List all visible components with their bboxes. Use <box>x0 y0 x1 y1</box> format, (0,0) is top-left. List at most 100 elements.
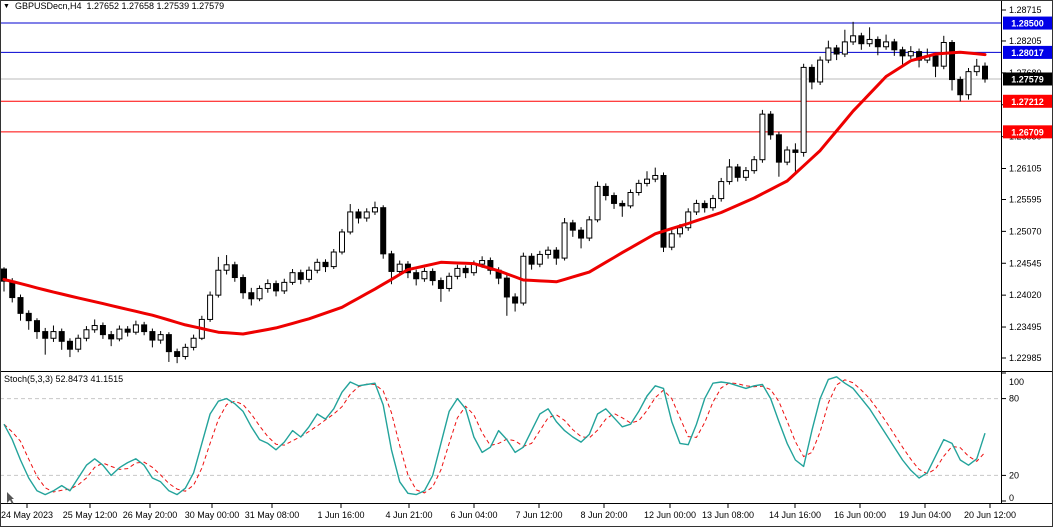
stoch-signal-line <box>3 379 986 494</box>
candle-bullish <box>256 287 263 300</box>
candle-bullish <box>314 261 321 271</box>
candle-bullish <box>644 178 651 184</box>
candle-bearish <box>33 320 40 333</box>
candle-bearish <box>429 270 436 282</box>
candle-bearish <box>149 331 156 341</box>
ohlc-quote-label: 1.27652 1.27658 1.27539 1.27579 <box>86 1 225 11</box>
candle-bullish <box>371 207 378 213</box>
candle-bullish <box>75 337 82 350</box>
candle-bullish <box>709 198 716 209</box>
candle-bearish <box>1 268 7 282</box>
price-axis-tick-label: 1.28715 <box>1009 5 1042 15</box>
time-axis-label: 20 Jun 12:00 <box>964 510 1016 520</box>
time-axis-label: 30 May 00:00 <box>185 510 240 520</box>
stoch-axis-label: 0 <box>1009 493 1014 503</box>
candle-bearish <box>322 261 329 268</box>
candle-bullish <box>825 47 832 61</box>
candle-bearish <box>528 255 535 265</box>
time-axis-label: 13 Jun 08:00 <box>702 510 754 520</box>
candle-bullish <box>454 267 461 277</box>
candle-bullish <box>289 272 296 283</box>
candle-bearish <box>553 249 560 259</box>
candle-bullish <box>421 270 428 280</box>
candle-bearish <box>273 283 280 292</box>
candle-bearish <box>487 260 494 271</box>
price-badge-label: 1.26709 <box>1011 127 1044 137</box>
candle-bearish <box>124 328 131 333</box>
candle-bearish <box>42 331 49 339</box>
candle-bullish <box>841 41 848 55</box>
candle-bullish <box>652 174 659 180</box>
price-axis-tick-label: 1.23495 <box>1009 322 1042 332</box>
candle-bearish <box>17 297 24 314</box>
candle-bullish <box>973 65 980 73</box>
candle-bullish <box>718 181 725 200</box>
candle-bullish <box>396 263 403 272</box>
dropdown-arrow-icon[interactable]: ▼ <box>3 2 10 10</box>
time-axis-label: 24 May 2023 <box>1 510 53 520</box>
candle-bullish <box>157 334 164 341</box>
candle-bullish <box>883 41 890 48</box>
candle-bullish <box>338 231 345 253</box>
candle-bearish <box>66 340 73 350</box>
symbol-timeframe-label: GBPUSDecn,H4 <box>14 1 82 11</box>
time-axis-label: 19 Jun 04:00 <box>899 510 951 520</box>
candle-bearish <box>808 66 815 83</box>
candle-bearish <box>141 324 148 333</box>
candle-bullish <box>742 170 749 178</box>
candle-bullish <box>223 264 230 271</box>
candle-bearish <box>578 229 585 239</box>
candle-bearish <box>108 334 115 340</box>
stoch-axis-label: 20 <box>1009 470 1019 480</box>
candle-bearish <box>701 202 708 209</box>
price-badge <box>1003 72 1052 86</box>
time-axis-label: 14 Jun 16:00 <box>769 510 821 520</box>
candle-bearish <box>297 272 304 280</box>
candle-bearish <box>899 49 906 57</box>
candle-bullish <box>586 219 593 239</box>
candle-bullish <box>116 328 123 340</box>
candle-bullish <box>545 249 552 255</box>
candle-bullish <box>676 227 683 235</box>
candle-bearish <box>858 35 865 45</box>
time-axis-label: 12 Jun 00:00 <box>644 510 696 520</box>
candle-bearish <box>355 211 362 219</box>
time-axis-label: 1 Jun 16:00 <box>317 510 364 520</box>
candle-bearish <box>734 166 741 178</box>
price-badge-label: 1.28017 <box>1011 48 1044 58</box>
candle-bullish <box>182 346 189 357</box>
candle-bullish <box>347 211 354 233</box>
stoch-axis-label: 100 <box>1009 377 1024 387</box>
candle-bullish <box>281 281 288 292</box>
candle-bullish <box>627 192 634 207</box>
candle-bullish <box>817 59 824 83</box>
price-badge-label: 1.27212 <box>1011 97 1044 107</box>
candle-bullish <box>363 211 370 219</box>
candle-bearish <box>413 272 420 280</box>
candle-bearish <box>9 280 16 299</box>
candle-bullish <box>446 275 453 289</box>
candle-bearish <box>932 55 939 67</box>
candle-bullish <box>561 222 568 259</box>
candle-bearish <box>949 41 956 81</box>
candle-bullish <box>215 269 222 296</box>
candle-bullish <box>635 182 642 194</box>
candle-bearish <box>25 312 32 322</box>
candle-bearish <box>174 351 181 357</box>
time-axis-label: 25 May 12:00 <box>63 510 118 520</box>
price-badge <box>1003 94 1052 108</box>
price-axis-tick-label: 1.22985 <box>1009 353 1042 363</box>
time-axis-label: 6 Jun 04:00 <box>450 510 497 520</box>
stoch-main-line <box>3 376 986 496</box>
candle-bearish <box>619 202 626 207</box>
chart-title-overlay: ▼ GBPUSDecn,H4 1.27652 1.27658 1.27539 1… <box>3 1 224 11</box>
candle-bearish <box>792 149 799 153</box>
candle-bullish <box>693 202 700 213</box>
candle-bullish <box>759 113 766 161</box>
price-badge <box>1003 125 1052 139</box>
candle-bullish <box>91 325 98 331</box>
time-axis-label: 26 May 20:00 <box>123 510 178 520</box>
candle-bullish <box>594 185 601 221</box>
